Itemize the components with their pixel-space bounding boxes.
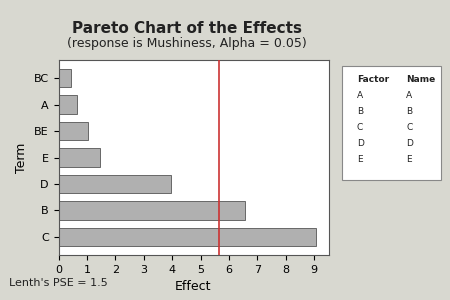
Text: B: B [406, 107, 413, 116]
Text: Pareto Chart of the Effects: Pareto Chart of the Effects [72, 21, 302, 36]
Text: Lenth's PSE = 1.5: Lenth's PSE = 1.5 [9, 278, 108, 288]
Text: D: D [406, 139, 413, 148]
Text: Factor: Factor [357, 75, 389, 84]
Text: A: A [357, 91, 363, 100]
Bar [58, 148, 100, 167]
Text: A: A [406, 91, 413, 100]
Text: E: E [406, 155, 412, 164]
Bar [58, 69, 71, 87]
Text: D: D [357, 139, 364, 148]
Y-axis label: Term: Term [15, 142, 28, 173]
Bar [58, 175, 171, 193]
Text: C: C [406, 123, 413, 132]
Bar [58, 122, 88, 140]
Text: E: E [357, 155, 363, 164]
Text: Name: Name [406, 75, 436, 84]
Text: B: B [357, 107, 363, 116]
Text: C: C [357, 123, 363, 132]
FancyBboxPatch shape [342, 66, 441, 180]
X-axis label: Effect: Effect [175, 280, 212, 293]
Text: (response is Mushiness, Alpha = 0.05): (response is Mushiness, Alpha = 0.05) [67, 38, 306, 50]
Bar [58, 201, 245, 220]
Bar [58, 95, 77, 114]
Bar [58, 228, 316, 246]
